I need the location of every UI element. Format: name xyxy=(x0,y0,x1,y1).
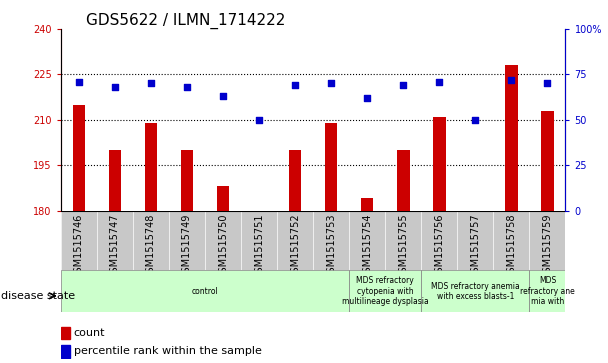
Text: GSM1515747: GSM1515747 xyxy=(110,213,120,279)
Text: GSM1515748: GSM1515748 xyxy=(146,213,156,279)
Text: MDS refractory
cytopenia with
multilineage dysplasia: MDS refractory cytopenia with multilinea… xyxy=(342,276,429,306)
Bar xyxy=(61,345,70,358)
Point xyxy=(362,95,372,101)
Bar xyxy=(61,327,70,339)
Point xyxy=(146,81,156,86)
Bar xyxy=(349,270,421,312)
Point xyxy=(471,117,480,123)
Text: GSM1515756: GSM1515756 xyxy=(434,213,444,279)
Text: GSM1515749: GSM1515749 xyxy=(182,213,192,279)
Bar xyxy=(397,150,410,211)
Text: GSM1515759: GSM1515759 xyxy=(542,213,553,279)
Point xyxy=(182,84,192,90)
Bar xyxy=(181,150,193,211)
Point xyxy=(506,77,516,83)
Point xyxy=(434,79,444,85)
Bar xyxy=(541,111,554,211)
Bar xyxy=(145,123,157,211)
Bar xyxy=(289,150,302,211)
Text: MDS refractory anemia
with excess blasts-1: MDS refractory anemia with excess blasts… xyxy=(431,282,520,301)
Text: control: control xyxy=(192,287,218,296)
Text: GDS5622 / ILMN_1714222: GDS5622 / ILMN_1714222 xyxy=(86,13,285,29)
Text: GSM1515753: GSM1515753 xyxy=(326,213,336,279)
Bar xyxy=(421,270,530,312)
Point xyxy=(542,81,552,86)
Point xyxy=(218,93,228,99)
Bar xyxy=(530,270,565,312)
Text: GSM1515746: GSM1515746 xyxy=(74,213,84,279)
Bar xyxy=(433,117,446,211)
Text: disease state: disease state xyxy=(1,291,75,301)
Bar xyxy=(109,150,121,211)
Bar xyxy=(61,270,349,312)
Point xyxy=(110,84,120,90)
Text: GSM1515758: GSM1515758 xyxy=(506,213,516,279)
Bar xyxy=(505,65,517,211)
Text: GSM1515754: GSM1515754 xyxy=(362,213,372,279)
Bar xyxy=(216,186,229,211)
Point xyxy=(254,117,264,123)
Text: count: count xyxy=(74,328,105,338)
Point xyxy=(290,82,300,88)
Text: MDS
refractory ane
mia with: MDS refractory ane mia with xyxy=(520,276,575,306)
Text: GSM1515755: GSM1515755 xyxy=(398,213,408,279)
Text: GSM1515751: GSM1515751 xyxy=(254,213,264,279)
Bar xyxy=(72,105,85,211)
Point xyxy=(74,79,84,85)
Text: GSM1515757: GSM1515757 xyxy=(471,213,480,279)
Text: percentile rank within the sample: percentile rank within the sample xyxy=(74,346,261,356)
Text: GSM1515752: GSM1515752 xyxy=(290,213,300,279)
Text: GSM1515750: GSM1515750 xyxy=(218,213,228,279)
Point xyxy=(326,81,336,86)
Bar xyxy=(325,123,337,211)
Point xyxy=(398,82,408,88)
Bar xyxy=(361,199,373,211)
